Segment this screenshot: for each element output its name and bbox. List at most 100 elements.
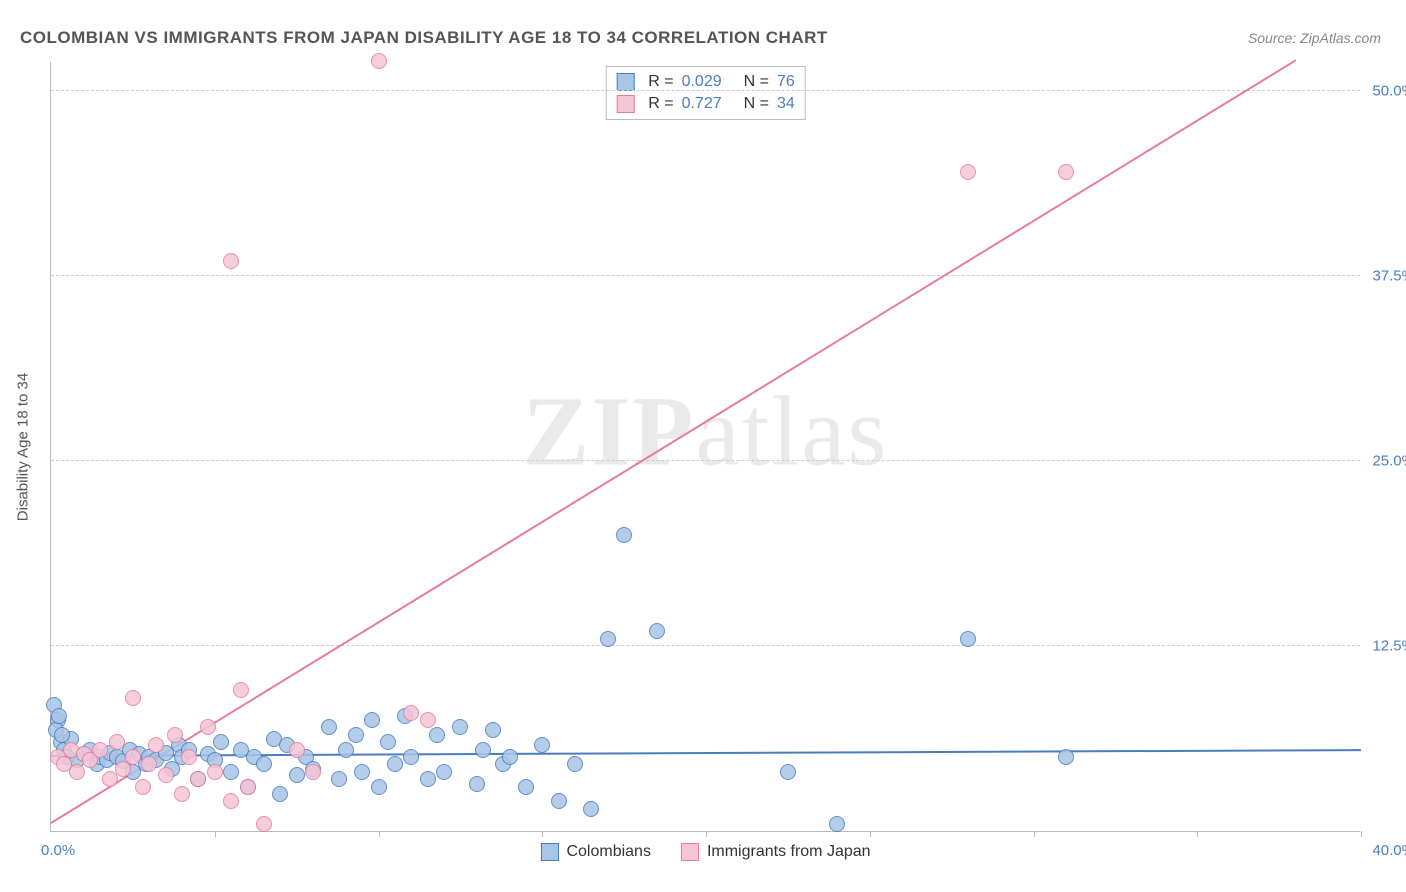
data-point [102,771,118,787]
x-min-label: 0.0% [41,842,75,859]
data-point [289,767,305,783]
data-point [54,727,70,743]
data-point [158,767,174,783]
data-point [534,737,550,753]
n-value-colombians: 76 [777,73,795,91]
data-point [240,779,256,795]
r-value-japan: 0.727 [682,95,722,113]
legend-stats-row: R = 0.727 N = 34 [616,93,795,115]
source-attribution: Source: ZipAtlas.com [1248,30,1381,46]
source-value: ZipAtlas.com [1300,30,1381,46]
data-point [125,690,141,706]
grid-line [51,275,1360,276]
y-tick-label: 25.0% [1365,452,1406,469]
data-point [135,779,151,795]
data-point [223,764,239,780]
data-point [1058,749,1074,765]
data-point [141,756,157,772]
x-tick [542,831,543,837]
x-tick [215,831,216,837]
n-label: N = [744,95,769,113]
grid-line [51,645,1360,646]
data-point [600,631,616,647]
data-point [125,749,141,765]
data-point [223,793,239,809]
data-point [92,742,108,758]
y-tick-label: 12.5% [1365,637,1406,654]
data-point [616,527,632,543]
data-point [233,682,249,698]
r-label: R = [648,73,673,91]
x-max-label: 40.0% [1372,842,1406,859]
data-point [475,742,491,758]
plot-area: ZIPatlas Disability Age 18 to 34 0.0% 40… [50,62,1360,832]
data-point [780,764,796,780]
data-point [518,779,534,795]
source-label: Source: [1248,30,1300,46]
data-point [256,816,272,832]
data-point [181,749,197,765]
legend-label: Colombians [566,843,650,861]
data-point [174,786,190,802]
data-point [960,631,976,647]
data-point [200,719,216,735]
data-point [403,705,419,721]
data-point [960,164,976,180]
data-point [387,756,403,772]
x-tick [870,831,871,837]
regression-line [50,59,1296,823]
legend-swatch-japan [681,843,699,861]
data-point [502,749,518,765]
data-point [420,771,436,787]
data-point [371,779,387,795]
data-point [485,722,501,738]
data-point [109,734,125,750]
r-label: R = [648,95,673,113]
legend-swatch-japan [616,95,634,113]
watermark: ZIPatlas [523,374,889,489]
r-value-colombians: 0.029 [682,73,722,91]
legend-label: Immigrants from Japan [707,843,871,861]
chart-title: COLOMBIAN VS IMMIGRANTS FROM JAPAN DISAB… [20,28,828,48]
data-point [213,734,229,750]
data-point [371,53,387,69]
data-point [583,801,599,817]
data-point [420,712,436,728]
data-point [167,727,183,743]
data-point [69,764,85,780]
data-point [289,742,305,758]
x-tick [1197,831,1198,837]
data-point [551,793,567,809]
data-point [305,764,321,780]
grid-line [51,90,1360,91]
data-point [364,712,380,728]
y-tick-label: 50.0% [1365,82,1406,99]
legend-series: Colombians Immigrants from Japan [540,843,870,861]
x-tick [379,831,380,837]
x-tick [706,831,707,837]
data-point [403,749,419,765]
y-tick-label: 37.5% [1365,267,1406,284]
data-point [649,623,665,639]
data-point [452,719,468,735]
grid-line [51,460,1360,461]
legend-swatch-colombians [540,843,558,861]
data-point [321,719,337,735]
data-point [567,756,583,772]
n-label: N = [744,73,769,91]
watermark-light: atlas [695,376,888,487]
data-point [429,727,445,743]
y-axis-label: Disability Age 18 to 34 [15,372,32,520]
n-value-japan: 34 [777,95,795,113]
data-point [354,764,370,780]
data-point [436,764,452,780]
data-point [207,764,223,780]
legend-stats: R = 0.029 N = 76 R = 0.727 N = 34 [605,66,806,120]
data-point [1058,164,1074,180]
data-point [148,737,164,753]
legend-swatch-colombians [616,73,634,91]
data-point [223,253,239,269]
data-point [190,771,206,787]
data-point [256,756,272,772]
x-tick [1361,831,1362,837]
